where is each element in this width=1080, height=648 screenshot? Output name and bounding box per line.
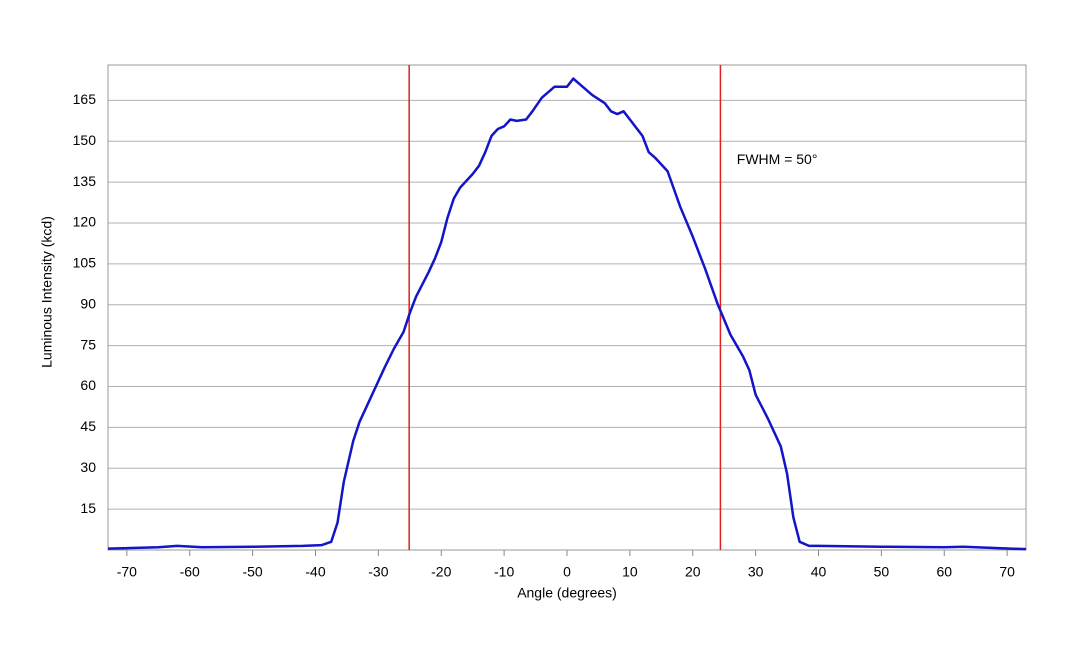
- x-tick-label: -30: [368, 564, 388, 580]
- x-tick-label: 30: [748, 564, 764, 580]
- x-tick-label: -60: [180, 564, 200, 580]
- y-tick-label: 60: [80, 377, 96, 393]
- x-tick-label: -50: [242, 564, 262, 580]
- y-tick-label: 105: [73, 255, 97, 271]
- x-axis-label: Angle (degrees): [517, 585, 617, 601]
- x-tick-label: -20: [431, 564, 451, 580]
- x-tick-label: 60: [936, 564, 952, 580]
- plot-frame: [107, 64, 1027, 551]
- y-axis-label: Luminous Intensity (kcd): [39, 216, 55, 368]
- x-tick-label: -40: [305, 564, 325, 580]
- annotation: FWHM = 50°: [737, 151, 818, 167]
- x-tick-label: 50: [874, 564, 890, 580]
- y-tick-label: 165: [73, 91, 97, 107]
- y-tick-label: 75: [80, 336, 96, 352]
- y-tick-label: 15: [80, 500, 96, 516]
- x-tick-label: 20: [685, 564, 701, 580]
- y-tick-label: 135: [73, 173, 97, 189]
- x-tick-label: -10: [494, 564, 514, 580]
- y-tick-label: 30: [80, 459, 96, 475]
- x-tick-label: 10: [622, 564, 638, 580]
- y-tick-label: 150: [73, 132, 97, 148]
- x-tick-label: 0: [563, 564, 571, 580]
- data-line: [107, 77, 1027, 551]
- x-tick-label: -70: [117, 564, 137, 580]
- y-tick-label: 90: [80, 295, 96, 311]
- y-tick-label: 45: [80, 418, 96, 434]
- x-tick-label: 40: [811, 564, 827, 580]
- x-tick-label: 70: [999, 564, 1015, 580]
- y-tick-label: 120: [73, 214, 97, 230]
